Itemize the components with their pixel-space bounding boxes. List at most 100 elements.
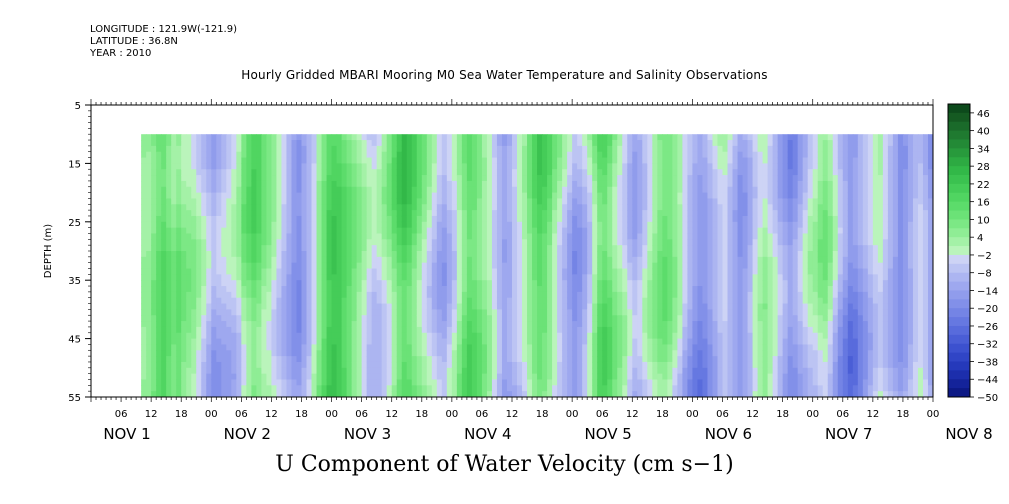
heatmap-cell [542,350,548,357]
heatmap-cell [617,262,623,270]
heatmap-cell [246,297,252,305]
heatmap-cell [587,391,593,397]
heatmap-cell [386,321,393,328]
heatmap-cell [577,326,583,334]
heatmap-cell [391,379,398,386]
heatmap-cell [486,321,493,328]
heatmap-cell [426,344,433,351]
heatmap-cell [261,140,268,147]
heatmap-cell [667,245,673,252]
heatmap-cell [286,303,293,310]
heatmap-cell [542,169,548,176]
heatmap-cell [236,233,242,240]
heatmap-cell [456,274,463,281]
heatmap-cell [371,251,378,258]
heatmap-cell [226,227,232,235]
heatmap-cell [416,326,423,334]
heatmap-cell [316,303,323,310]
heatmap-cell [186,157,192,164]
heatmap-cell [602,297,608,305]
heatmap-cell [246,268,252,275]
heatmap-cell [256,192,262,200]
heatmap-cell [657,157,663,164]
heatmap-cell [441,350,448,357]
heatmap-cell [652,315,658,322]
heatmap-cell [321,391,328,397]
heatmap-cell [271,286,278,293]
heatmap-cell [206,344,212,351]
heatmap-cell [281,356,288,363]
heatmap-cell [266,227,273,235]
heatmap-cell [281,140,288,147]
heatmap-cell [276,245,283,252]
heatmap-cell [391,367,398,375]
heatmap-cell [251,227,257,235]
heatmap-cell [602,350,608,357]
heatmap-cell [296,344,303,351]
heatmap-cell [156,186,162,194]
heatmap-cell [166,344,172,351]
heatmap-cell [657,379,663,386]
heatmap-cell [161,239,167,246]
heatmap-cell [486,297,493,305]
heatmap-cell [647,379,653,386]
heatmap-cell [522,291,528,299]
heatmap-cell [421,321,428,328]
heatmap-cell [341,262,348,270]
heatmap-cell [311,233,318,240]
heatmap-cell [311,326,318,334]
heatmap-cell [426,198,433,205]
heatmap-cell [196,297,202,305]
heatmap-cell [221,233,227,240]
heatmap-cell [396,204,403,211]
heatmap-cell [471,210,478,217]
heatmap-cell [396,251,403,258]
heatmap-cell [662,344,668,351]
heatmap-cell [592,291,598,299]
heatmap-cell [436,221,443,229]
heatmap-cell [637,239,643,246]
heatmap-cell [481,140,488,147]
heatmap-cell [517,140,523,147]
heatmap-cell [301,280,308,287]
heatmap-cell [246,151,252,159]
heatmap-cell [441,379,448,386]
heatmap-cell [156,391,162,397]
heatmap-cell [211,233,217,240]
heatmap-cell [456,157,463,164]
heatmap-cell [692,221,699,229]
heatmap-cell [456,210,463,217]
heatmap-cell [602,180,608,188]
heatmap-cell [446,361,453,369]
heatmap-cell [512,350,518,357]
heatmap-cell [431,256,438,264]
heatmap-cell [276,332,283,340]
heatmap-cell [236,309,242,316]
heatmap-cell [146,245,152,252]
heatmap-cell [171,321,177,328]
heatmap-cell [271,215,278,223]
heatmap-cell [542,134,548,141]
heatmap-cell [221,315,227,322]
heatmap-cell [506,291,513,299]
heatmap-cell [291,303,298,310]
heatmap-cell [206,315,212,322]
heatmap-cell [321,239,328,246]
heatmap-cell [181,356,187,363]
heatmap-cell [356,291,363,299]
heatmap-cell [151,140,157,147]
heatmap-cell [246,262,252,270]
heatmap-cell [562,145,568,153]
heatmap-cell [552,186,558,194]
heatmap-cell [316,140,323,147]
heatmap-cell [657,361,663,369]
heatmap-cell [141,151,147,159]
heatmap-cell [587,169,593,176]
heatmap-cell [381,175,388,182]
heatmap-cell [517,297,523,305]
heatmap-cell [456,280,463,287]
heatmap-cell [146,198,152,205]
heatmap-cell [667,186,673,194]
heatmap-cell [166,157,172,164]
heatmap-cell [391,297,398,305]
